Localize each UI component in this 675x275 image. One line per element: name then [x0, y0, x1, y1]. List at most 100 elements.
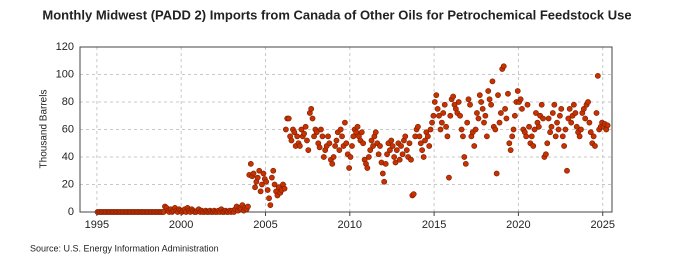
data-point	[313, 129, 320, 136]
y-tick-label: 0	[68, 206, 74, 218]
data-point	[511, 112, 518, 119]
source-note: Source: U.S. Energy Information Administ…	[30, 243, 219, 253]
data-point	[488, 101, 494, 108]
data-point	[471, 143, 478, 149]
data-point	[587, 129, 594, 136]
data-point	[370, 143, 376, 149]
y-tick-label: 120	[56, 41, 74, 53]
data-point	[444, 133, 451, 140]
data-point	[349, 143, 355, 149]
x-tick-label: 2010	[338, 219, 362, 231]
data-point	[467, 101, 473, 108]
plot-area: 0 20 40 60 80 100 120 1995 2000 2005 2010 2015 2020 2…	[56, 41, 615, 231]
data-point	[387, 147, 393, 154]
data-point	[502, 105, 508, 112]
data-point	[252, 184, 258, 191]
data-point	[339, 133, 345, 140]
data-point	[506, 140, 513, 147]
data-point	[415, 123, 421, 130]
data-point	[332, 143, 339, 149]
data-point	[264, 187, 271, 193]
data-point	[337, 126, 344, 133]
data-point	[474, 110, 480, 116]
data-point	[545, 115, 552, 122]
data-point	[450, 93, 457, 100]
data-point	[398, 143, 404, 149]
data-point	[544, 140, 551, 147]
data-point	[533, 110, 539, 116]
data-point	[510, 126, 517, 133]
data-point	[509, 133, 516, 140]
data-point	[379, 170, 386, 177]
data-point	[517, 96, 524, 103]
data-point	[392, 159, 399, 166]
y-tick-label: 100	[56, 68, 74, 80]
data-point	[410, 191, 417, 198]
data-point	[431, 99, 438, 105]
data-point	[461, 154, 468, 160]
data-point	[573, 123, 580, 130]
data-point	[604, 122, 611, 129]
data-point	[259, 181, 265, 188]
data-point	[492, 126, 499, 133]
data-point	[417, 140, 424, 147]
data-point	[594, 72, 601, 79]
data-point	[562, 126, 569, 133]
data-point	[336, 147, 343, 154]
x-tick-label: 2020	[506, 219, 530, 231]
data-point	[570, 101, 577, 108]
data-point	[311, 133, 317, 140]
data-point	[464, 119, 471, 126]
data-point	[298, 126, 305, 133]
data-point	[582, 115, 589, 122]
data-point	[388, 137, 395, 144]
data-point	[422, 137, 428, 144]
data-point	[343, 140, 350, 147]
data-point	[391, 154, 398, 160]
y-tick-label: 20	[62, 178, 74, 190]
data-point	[523, 133, 530, 140]
y-tick-label: 60	[62, 123, 74, 135]
data-point	[377, 143, 383, 149]
data-point	[446, 174, 452, 181]
data-point	[549, 110, 556, 116]
data-point	[458, 126, 465, 133]
data-point	[263, 178, 270, 185]
plot-frame	[79, 46, 613, 213]
data-point	[486, 96, 493, 103]
data-point	[316, 144, 323, 151]
data-point	[547, 129, 554, 136]
x-tick-label: 2025	[590, 219, 614, 231]
data-point	[372, 129, 379, 136]
data-point	[296, 143, 303, 149]
data-point	[375, 151, 382, 158]
data-point	[256, 167, 263, 174]
data-point	[389, 143, 396, 149]
x-tick-label: 2015	[422, 219, 446, 231]
data-point	[308, 105, 315, 112]
data-point	[503, 115, 510, 122]
data-point	[437, 126, 444, 133]
x-tick-label: 2000	[169, 219, 193, 231]
data-point	[556, 112, 563, 119]
data-point	[447, 112, 454, 119]
y-tick-label: 40	[62, 151, 74, 163]
data-point	[260, 170, 267, 177]
data-point	[485, 88, 492, 94]
data-point	[301, 130, 307, 137]
data-point	[271, 181, 278, 188]
data-point	[543, 151, 549, 158]
data-point	[578, 126, 584, 133]
data-point	[580, 105, 587, 112]
data-point	[564, 167, 570, 174]
data-point	[465, 96, 472, 103]
data-point	[247, 160, 254, 167]
data-point	[288, 137, 295, 144]
data-point	[497, 110, 504, 116]
data-point	[526, 123, 532, 130]
data-point	[500, 63, 507, 70]
data-point	[291, 129, 298, 136]
data-point	[333, 137, 340, 144]
